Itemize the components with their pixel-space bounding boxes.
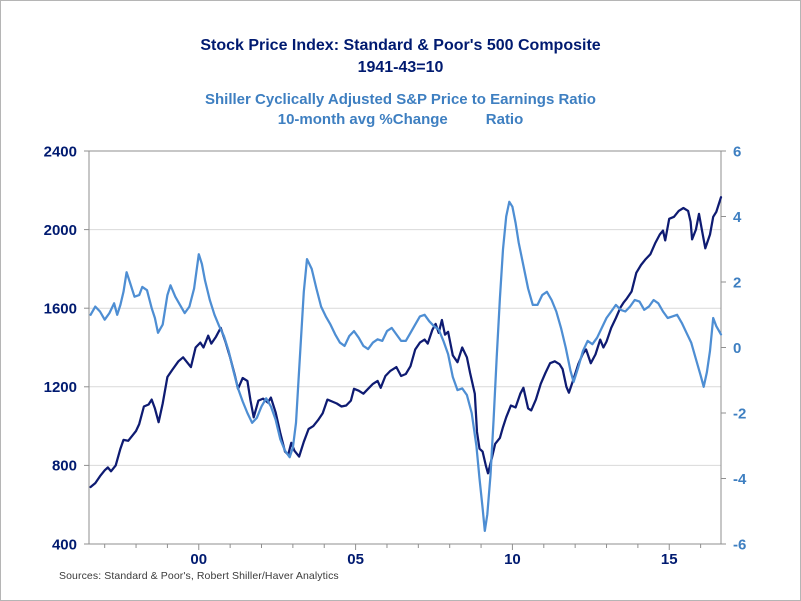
left-axis-label: 800 [52,458,77,475]
source-note: Sources: Standard & Poor's, Robert Shill… [59,570,339,582]
right-axis-label: -2 [733,405,746,422]
right-axis-label: -6 [733,536,746,553]
right-axis-label: 2 [733,274,741,291]
x-axis-label: 05 [347,551,364,568]
left-axis-label: 2000 [44,222,77,239]
left-axis-label: 1600 [44,300,77,317]
right-axis-label: 4 [733,209,742,226]
right-series-unit-label: Ratio [485,111,524,129]
title-block: Stock Price Index: Standard & Poor's 500… [1,35,800,131]
chart-subtitle-line1: Shiller Cyclically Adjusted S&P Price to… [205,91,596,109]
chart-title-line2: 1941-43=10 [357,58,444,76]
left-axis-label: 2400 [44,143,77,160]
x-axis-label: 10 [504,551,521,568]
left-series-unit-label: 10-month avg %Change [277,111,448,129]
chart-title-line1: Stock Price Index: Standard & Poor's 500… [200,37,601,54]
plot-frame [88,150,722,545]
right-axis-label: 0 [733,340,741,357]
chart-subtitle-line2: 10-month avg %Change Ratio [1,110,800,130]
right-axis-label: -4 [733,471,747,488]
series-shiller-line [89,200,723,533]
right-axis-label: 6 [733,143,741,160]
x-axis-label: 15 [661,551,678,568]
series-sp500-line [89,196,723,489]
x-axis-label: 00 [190,551,207,568]
left-axis-label: 1200 [44,379,77,396]
left-axis-label: 400 [52,536,77,553]
